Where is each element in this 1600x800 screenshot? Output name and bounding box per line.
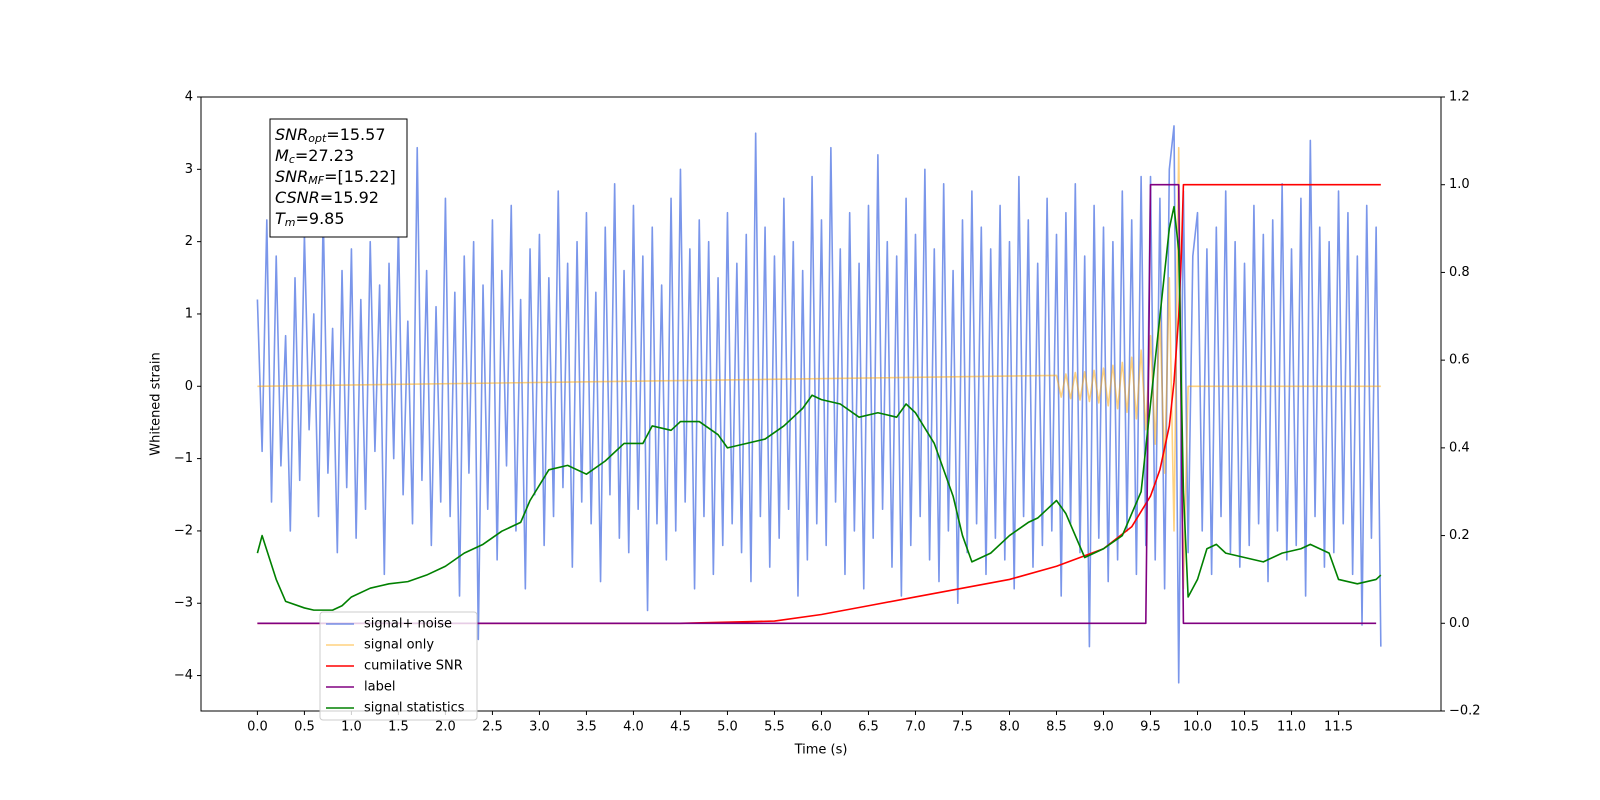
y2-tick-label: 0.6	[1449, 353, 1470, 368]
annotation-value: =27.23	[295, 146, 354, 165]
annotation-value: =15.57	[326, 125, 385, 144]
annotation-symbol: T	[275, 209, 286, 228]
annotation-line: SNRopt=15.57	[275, 125, 386, 146]
y2-tick-label: 0.8	[1449, 265, 1470, 280]
x-tick-label: 9.5	[1140, 720, 1161, 735]
legend-label: cumilative SNR	[364, 659, 463, 674]
x-tick-label: 5.5	[764, 720, 785, 735]
y-tick-label: −4	[174, 668, 193, 683]
y2-tick-label: 0.4	[1449, 440, 1470, 455]
x-tick-label: 6.0	[811, 720, 832, 735]
y-tick-label: 4	[185, 90, 193, 105]
y-tick-label: −1	[174, 451, 193, 466]
x-tick-label: 7.5	[952, 720, 973, 735]
x-tick-label: 10.5	[1230, 720, 1259, 735]
series-line	[256, 205, 1382, 611]
legend-label: signal only	[364, 638, 434, 653]
x-tick-label: 11.0	[1277, 720, 1306, 735]
y-tick-label: 2	[185, 234, 193, 249]
y-axis-label: Whitened strain	[149, 352, 164, 455]
annotation-subscript: opt	[308, 132, 327, 145]
x-tick-label: 3.0	[529, 720, 550, 735]
x-tick-label: 6.5	[858, 720, 879, 735]
annotation-subscript: c	[289, 153, 295, 166]
annotation-symbol: M	[275, 146, 289, 165]
x-tick-label: 5.0	[717, 720, 738, 735]
annotation-subscript: MF	[308, 174, 324, 187]
x-tick-label: 1.0	[341, 720, 362, 735]
x-tick-label: 9.0	[1093, 720, 1114, 735]
annotation-value: =9.85	[296, 209, 345, 228]
legend-label: signal+ noise	[364, 617, 452, 632]
series-line	[257, 183, 1377, 625]
legend-box	[319, 611, 478, 721]
legend-label: signal statistics	[364, 701, 465, 716]
annotation-line: Mc=27.23	[275, 146, 354, 167]
x-tick-label: 11.5	[1324, 720, 1353, 735]
y2-tick-label: 0.2	[1449, 528, 1470, 543]
annotation-line: CSNR=15.92	[275, 188, 379, 207]
series-line	[256, 125, 1382, 684]
y2-tick-label: 1.0	[1449, 177, 1470, 192]
y2-tick-label: −0.2	[1449, 704, 1481, 719]
annotation-symbol: SNR	[275, 125, 308, 144]
x-tick-label: 3.5	[576, 720, 597, 735]
x-tick-label: 10.0	[1183, 720, 1212, 735]
y-tick-label: −2	[174, 523, 193, 538]
annotation-box	[269, 118, 408, 238]
x-tick-label: 4.0	[623, 720, 644, 735]
x-tick-label: 8.5	[1046, 720, 1067, 735]
legend-label: label	[364, 680, 395, 695]
annotation-value: =[15.22]	[324, 167, 396, 186]
x-tick-label: 0.0	[247, 720, 268, 735]
y-tick-label: −3	[174, 596, 193, 611]
y-tick-label: 1	[185, 306, 193, 321]
annotation-symbol: CSNR	[275, 188, 320, 207]
x-tick-label: 7.0	[905, 720, 926, 735]
y2-tick-label: 0.0	[1449, 616, 1470, 631]
series-line	[257, 146, 1381, 590]
y2-tick-label: 1.2	[1449, 90, 1470, 105]
y-tick-label: 3	[185, 162, 193, 177]
x-tick-label: 0.5	[294, 720, 315, 735]
annotation-line: Tm=9.85	[275, 209, 345, 230]
annotation-subscript: m	[285, 216, 296, 229]
x-tick-label: 2.0	[435, 720, 456, 735]
x-axis-label: Time (s)	[794, 743, 848, 758]
annotation-symbol: SNR	[275, 167, 308, 186]
x-tick-label: 4.5	[670, 720, 691, 735]
x-tick-label: 8.0	[999, 720, 1020, 735]
annotation-line: SNRMF=[15.22]	[275, 167, 396, 188]
annotation-value: =15.92	[320, 188, 379, 207]
x-tick-label: 2.5	[482, 720, 503, 735]
x-tick-label: 1.5	[388, 720, 409, 735]
y-tick-label: 0	[185, 379, 193, 394]
